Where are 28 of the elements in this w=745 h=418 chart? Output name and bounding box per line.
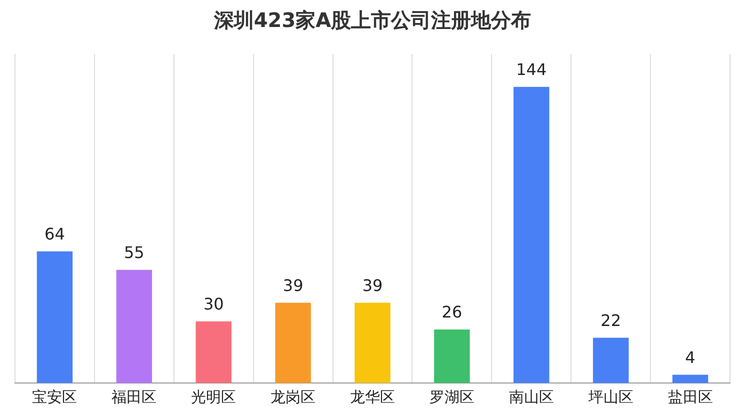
bar — [514, 86, 550, 383]
bar — [275, 302, 311, 383]
data-label: 39 — [282, 276, 304, 295]
x-tick-label: 盐田区 — [668, 388, 713, 406]
data-label: 26 — [442, 302, 462, 322]
x-tick-label: 南山区 — [508, 388, 554, 406]
data-label: 22 — [600, 310, 622, 330]
data-label: 144 — [516, 60, 547, 80]
bar — [434, 330, 470, 383]
bar — [592, 338, 629, 383]
data-label: 39 — [362, 276, 383, 295]
bar — [36, 251, 73, 383]
chart-title: 深圳423家A股上市公司注册地分布 — [212, 8, 532, 32]
x-tick-label: 光明区 — [191, 388, 236, 406]
bar — [672, 374, 708, 383]
data-label: 55 — [124, 243, 144, 262]
data-label: 30 — [203, 294, 224, 314]
x-tick-label: 龙华区 — [350, 388, 395, 406]
bar — [196, 321, 232, 383]
bar — [354, 302, 390, 383]
x-tick-label: 宝安区 — [32, 388, 78, 406]
data-label: 4 — [685, 348, 696, 367]
data-label: 64 — [44, 224, 65, 244]
x-tick-label: 罗湖区 — [429, 388, 474, 406]
x-tick-label: 龙岗区 — [270, 388, 316, 406]
bar — [116, 270, 152, 383]
x-tick-label: 坪山区 — [587, 388, 634, 406]
x-tick-label: 福田区 — [112, 388, 157, 406]
